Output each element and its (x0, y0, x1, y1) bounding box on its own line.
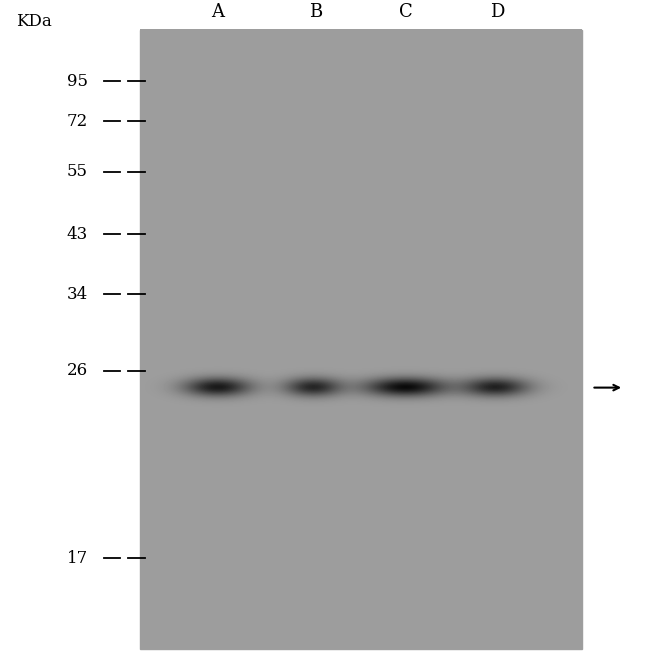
Text: 17: 17 (66, 549, 88, 567)
Text: C: C (399, 3, 413, 21)
Text: 43: 43 (66, 226, 88, 243)
Text: A: A (211, 3, 224, 21)
Text: KDa: KDa (16, 13, 52, 30)
Text: D: D (490, 3, 504, 21)
Text: B: B (309, 3, 322, 21)
Text: 34: 34 (66, 286, 88, 303)
Bar (140, 30, 582, 649)
Text: 95: 95 (67, 73, 88, 90)
Text: 72: 72 (66, 113, 88, 130)
Text: 26: 26 (66, 362, 88, 380)
Text: 55: 55 (67, 163, 88, 180)
